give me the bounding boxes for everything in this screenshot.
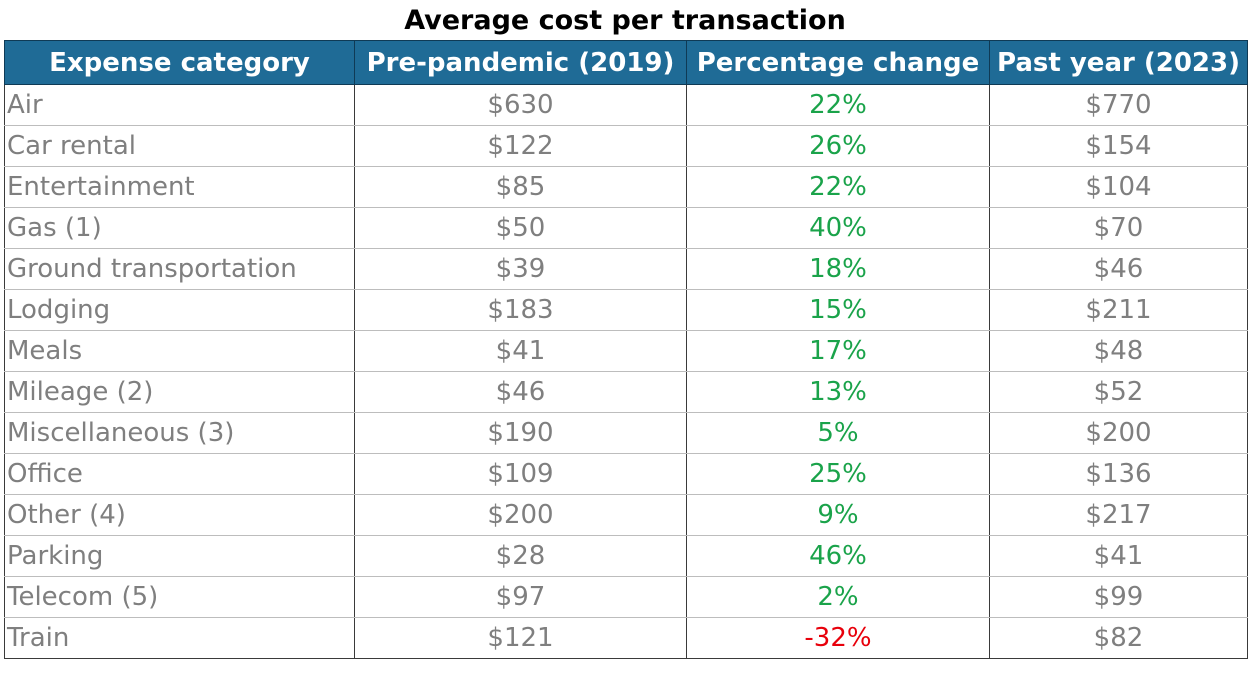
table-row: Mileage (2) $46 13% $52 xyxy=(4,371,1248,413)
percentage-change-cell: 18% xyxy=(686,248,990,290)
past-year-cost-cell: $82 xyxy=(989,617,1248,659)
column-header-percentage-change: Percentage change xyxy=(686,40,990,85)
cost-table: Expense category Pre-pandemic (2019) Per… xyxy=(4,40,1248,659)
expense-category-cell: Entertainment xyxy=(4,166,355,208)
percentage-change-cell: 25% xyxy=(686,453,990,495)
expense-category-cell: Train xyxy=(4,617,355,659)
past-year-cost-cell: $46 xyxy=(989,248,1248,290)
table-row: Car rental $122 26% $154 xyxy=(4,125,1248,167)
pre-pandemic-cost-cell: $28 xyxy=(354,535,687,577)
pre-pandemic-cost-cell: $121 xyxy=(354,617,687,659)
past-year-cost-cell: $136 xyxy=(989,453,1248,495)
table-row: Air $630 22% $770 xyxy=(4,84,1248,126)
pre-pandemic-cost-cell: $97 xyxy=(354,576,687,618)
expense-category-cell: Meals xyxy=(4,330,355,372)
table-header: Expense category Pre-pandemic (2019) Per… xyxy=(4,40,1248,85)
column-header-pre-pandemic: Pre-pandemic (2019) xyxy=(354,40,687,85)
pre-pandemic-cost-cell: $39 xyxy=(354,248,687,290)
table-row: Gas (1) $50 40% $70 xyxy=(4,207,1248,249)
percentage-change-cell: 2% xyxy=(686,576,990,618)
pre-pandemic-cost-cell: $190 xyxy=(354,412,687,454)
table-row: Train $121 -32% $82 xyxy=(4,617,1248,659)
table-body: Air $630 22% $770 Car rental $122 26% $154 Enter… xyxy=(4,84,1248,659)
past-year-cost-cell: $770 xyxy=(989,84,1248,126)
pre-pandemic-cost-cell: $183 xyxy=(354,289,687,331)
percentage-change-cell: 17% xyxy=(686,330,990,372)
percentage-change-cell: 22% xyxy=(686,166,990,208)
percentage-change-cell: 46% xyxy=(686,535,990,577)
table-row: Lodging $183 15% $211 xyxy=(4,289,1248,331)
header-row: Expense category Pre-pandemic (2019) Per… xyxy=(4,40,1248,85)
table-row: Office $109 25% $136 xyxy=(4,453,1248,495)
expense-category-cell: Miscellaneous (3) xyxy=(4,412,355,454)
table-row: Miscellaneous (3) $190 5% $200 xyxy=(4,412,1248,454)
pre-pandemic-cost-cell: $50 xyxy=(354,207,687,249)
table-row: Parking $28 46% $41 xyxy=(4,535,1248,577)
table-row: Other (4) $200 9% $217 xyxy=(4,494,1248,536)
percentage-change-cell: 22% xyxy=(686,84,990,126)
past-year-cost-cell: $200 xyxy=(989,412,1248,454)
pre-pandemic-cost-cell: $122 xyxy=(354,125,687,167)
percentage-change-cell: -32% xyxy=(686,617,990,659)
expense-category-cell: Telecom (5) xyxy=(4,576,355,618)
expense-category-cell: Lodging xyxy=(4,289,355,331)
expense-category-cell: Ground transportation xyxy=(4,248,355,290)
past-year-cost-cell: $70 xyxy=(989,207,1248,249)
column-header-past-year: Past year (2023) xyxy=(989,40,1248,85)
percentage-change-cell: 26% xyxy=(686,125,990,167)
expense-category-cell: Parking xyxy=(4,535,355,577)
table-row: Telecom (5) $97 2% $99 xyxy=(4,576,1248,618)
table-row: Meals $41 17% $48 xyxy=(4,330,1248,372)
past-year-cost-cell: $48 xyxy=(989,330,1248,372)
percentage-change-cell: 40% xyxy=(686,207,990,249)
past-year-cost-cell: $99 xyxy=(989,576,1248,618)
pre-pandemic-cost-cell: $85 xyxy=(354,166,687,208)
pre-pandemic-cost-cell: $630 xyxy=(354,84,687,126)
expense-category-cell: Gas (1) xyxy=(4,207,355,249)
past-year-cost-cell: $211 xyxy=(989,289,1248,331)
percentage-change-cell: 13% xyxy=(686,371,990,413)
expense-category-cell: Mileage (2) xyxy=(4,371,355,413)
percentage-change-cell: 5% xyxy=(686,412,990,454)
past-year-cost-cell: $104 xyxy=(989,166,1248,208)
past-year-cost-cell: $41 xyxy=(989,535,1248,577)
past-year-cost-cell: $154 xyxy=(989,125,1248,167)
expense-category-cell: Car rental xyxy=(4,125,355,167)
past-year-cost-cell: $52 xyxy=(989,371,1248,413)
pre-pandemic-cost-cell: $46 xyxy=(354,371,687,413)
chart-title: Average cost per transaction xyxy=(404,5,846,36)
past-year-cost-cell: $217 xyxy=(989,494,1248,536)
expense-category-cell: Office xyxy=(4,453,355,495)
table-row: Ground transportation $39 18% $46 xyxy=(4,248,1248,290)
percentage-change-cell: 9% xyxy=(686,494,990,536)
pre-pandemic-cost-cell: $109 xyxy=(354,453,687,495)
column-header-expense-category: Expense category xyxy=(4,40,355,85)
expense-category-cell: Other (4) xyxy=(4,494,355,536)
pre-pandemic-cost-cell: $41 xyxy=(354,330,687,372)
expense-category-cell: Air xyxy=(4,84,355,126)
pre-pandemic-cost-cell: $200 xyxy=(354,494,687,536)
percentage-change-cell: 15% xyxy=(686,289,990,331)
table-row: Entertainment $85 22% $104 xyxy=(4,166,1248,208)
